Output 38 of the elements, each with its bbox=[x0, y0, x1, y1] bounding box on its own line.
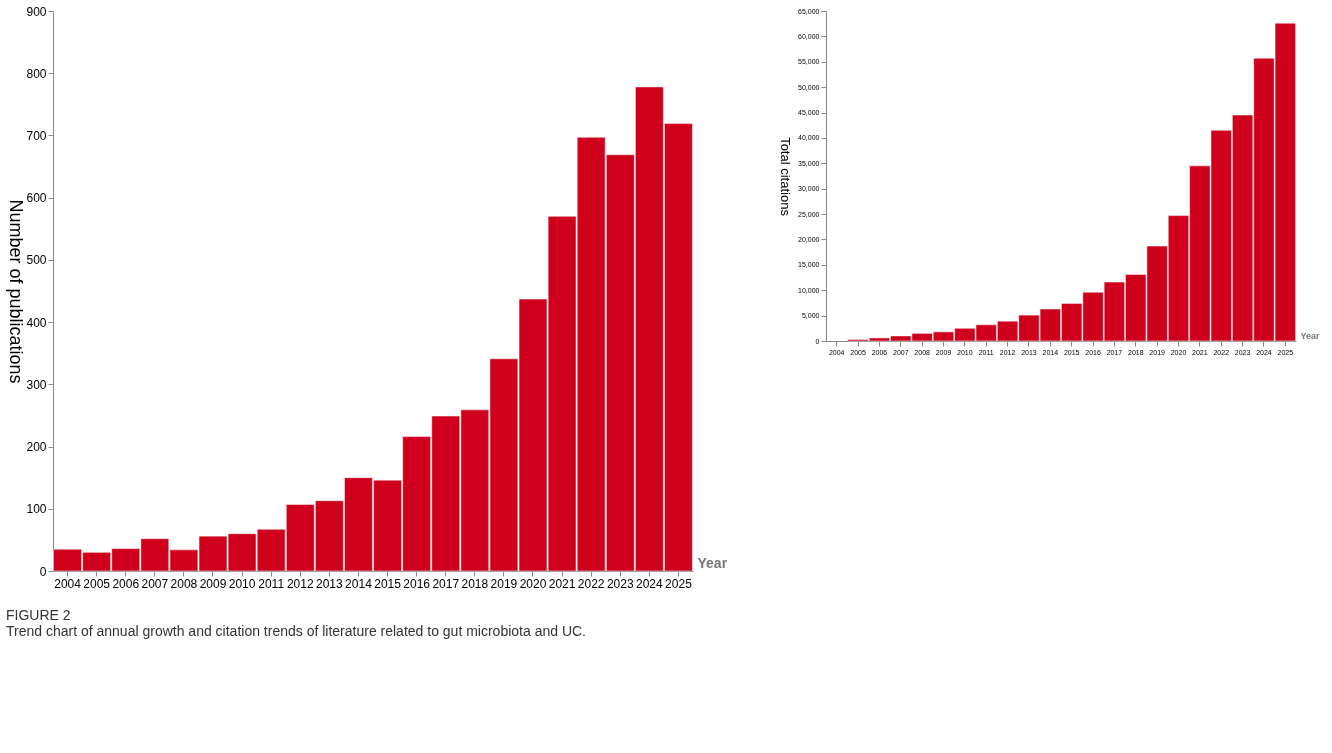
x-tick-label: 2014 bbox=[345, 576, 373, 591]
x-tick-label: 2023 bbox=[606, 576, 634, 591]
y-tick-label: 800 bbox=[26, 66, 47, 81]
y-tick-label: 900 bbox=[26, 4, 47, 19]
y-tick-label: 700 bbox=[26, 128, 47, 143]
caption: FIGURE 2 bbox=[5, 607, 71, 623]
y-tick-label: 200 bbox=[26, 440, 47, 455]
text: Trend chart of annual growth and citation trends of literature related to gut microbiota and UC. bbox=[5, 623, 587, 639]
x-tick-label: 2007 bbox=[141, 576, 169, 591]
x-tick-label: 2008 bbox=[170, 576, 198, 591]
x-tick-label: 2016 bbox=[403, 576, 431, 591]
x-tick-label: 2024 bbox=[636, 576, 664, 591]
x-tick-label: 2021 bbox=[548, 576, 576, 591]
y-tick-label: 300 bbox=[26, 377, 47, 392]
x-tick-label: 2013 bbox=[316, 576, 344, 591]
x-tick-label: 2025 bbox=[665, 576, 693, 591]
y-tick-label: 100 bbox=[26, 502, 47, 517]
y-tick-label: 0 bbox=[39, 564, 47, 579]
x-tick-label: 2019 bbox=[490, 576, 518, 591]
y-tick-label: 500 bbox=[26, 253, 47, 268]
y-tick-label: 400 bbox=[26, 315, 47, 330]
x-tick-label: 2022 bbox=[577, 576, 605, 591]
x-axis-title: Year bbox=[1300, 330, 1321, 341]
x-tick-label: 2006 bbox=[112, 576, 140, 591]
x-tick-label: 2004 bbox=[54, 576, 82, 591]
x-tick-label: 2015 bbox=[374, 576, 402, 591]
x-tick-label: 2005 bbox=[83, 576, 111, 591]
x-tick-label: 2012 bbox=[286, 576, 314, 591]
x-tick-label: 2011 bbox=[258, 576, 285, 591]
y-axis-title: Number of publications bbox=[6, 199, 27, 384]
y-tick-label: 600 bbox=[26, 191, 47, 206]
x-tick-label: 2009 bbox=[199, 576, 227, 591]
x-tick-label: 2018 bbox=[461, 576, 489, 591]
x-tick-label: 2020 bbox=[519, 576, 547, 591]
x-tick-label: 2010 bbox=[228, 576, 256, 591]
x-axis-title: Year bbox=[697, 554, 728, 571]
x-tick-label: 2017 bbox=[432, 576, 460, 591]
y-axis-title: Total citations bbox=[778, 137, 794, 217]
